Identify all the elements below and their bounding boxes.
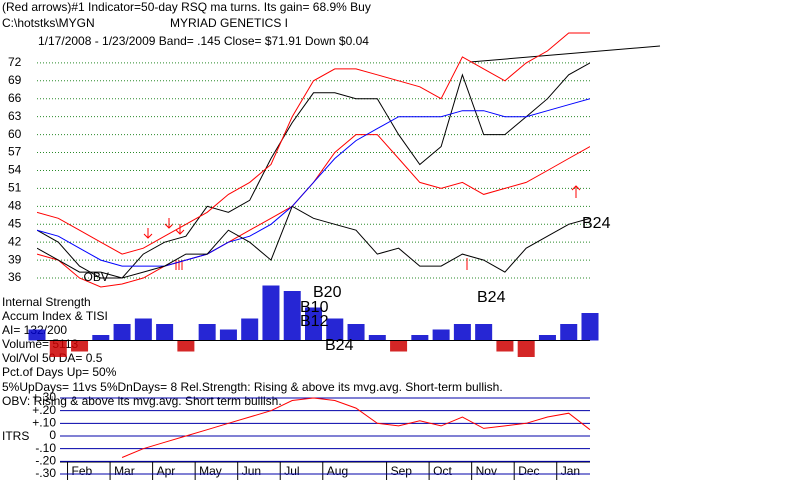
series-line — [37, 32, 590, 255]
bar — [432, 329, 450, 341]
bar — [560, 324, 578, 341]
company-name: MYRIAD GENETICS I — [170, 16, 288, 30]
side-label: Accum Index & TISI — [2, 309, 108, 323]
side-label: ITRS — [2, 429, 29, 443]
y-tick-label: 72 — [8, 55, 22, 69]
x-tick-label: Feb — [72, 464, 93, 478]
y-tick-label: 57 — [8, 145, 22, 159]
y-tick-label: +.20 — [32, 403, 56, 417]
bar — [71, 340, 89, 352]
plot-area — [37, 32, 590, 288]
side-label: 5%UpDays= 11vs 5%DnDays= 8 Rel.Strength:… — [2, 380, 503, 394]
bar — [241, 318, 259, 341]
y-tick-label: 0 — [49, 428, 56, 442]
annotation: B10 — [300, 299, 329, 316]
annotation: B24 — [582, 215, 611, 232]
bar — [581, 313, 599, 341]
bar — [517, 340, 535, 357]
y-tick-label: 63 — [8, 109, 22, 123]
x-tick-label: Jan — [561, 464, 580, 478]
bar — [49, 340, 67, 357]
bar — [92, 335, 110, 341]
side-label: Internal Strength — [2, 295, 91, 309]
x-tick-label: Mar — [114, 464, 135, 478]
bar — [156, 324, 174, 341]
x-tick-label: Nov — [476, 464, 497, 478]
y-tick-label: -.10 — [35, 441, 56, 455]
y-tick-label: -.20 — [35, 454, 56, 468]
x-tick-label: Oct — [433, 464, 452, 478]
y-tick-label: 54 — [8, 163, 22, 177]
y-tick-label: +.10 — [32, 416, 56, 430]
y-tick-label: 60 — [8, 127, 22, 141]
y-tick-label: 66 — [8, 91, 22, 105]
annotation: B12 — [300, 313, 329, 330]
series-line — [37, 62, 590, 279]
annotation: B20 — [313, 284, 342, 301]
file-path: C:\hotstks\MYGN — [2, 16, 95, 30]
bar — [283, 291, 301, 341]
x-tick-label: Sep — [391, 464, 413, 478]
bar — [219, 329, 237, 341]
bar — [304, 307, 323, 341]
x-tick-label: Aug — [327, 464, 348, 478]
red-arrows — [143, 185, 581, 270]
x-tick-label: Jul — [284, 464, 299, 478]
x-tick-label: May — [199, 464, 222, 478]
side-label: Vol/Vol 50 DA= 0.5 — [2, 351, 103, 365]
series-line — [121, 397, 591, 458]
bar — [453, 324, 471, 341]
date-range: 1/17/2008 - 1/23/2009 Band= .145 Close= … — [38, 34, 369, 48]
y-tick-label: -.30 — [35, 466, 56, 480]
header-line: (Red arrows)#1 Indicator=50-day RSQ ma t… — [2, 0, 371, 14]
y-tick-label: 39 — [8, 252, 22, 266]
side-label: Pct.of Days Up= 50% — [2, 365, 117, 379]
bar — [198, 324, 216, 341]
annotation: B24 — [325, 337, 354, 354]
y-tick-label: 42 — [8, 234, 22, 248]
bar — [390, 340, 408, 352]
x-tick-label: Dec — [518, 464, 539, 478]
bar — [113, 324, 131, 341]
bar — [347, 324, 365, 341]
bar — [177, 340, 195, 352]
y-tick-label: 69 — [8, 73, 22, 87]
bar — [134, 318, 152, 341]
bar — [262, 285, 280, 341]
annotation: B24 — [477, 289, 506, 306]
bar — [538, 335, 556, 341]
y-tick-label: 51 — [8, 181, 22, 195]
bar — [411, 335, 429, 341]
y-tick-label: 48 — [8, 198, 22, 212]
y-tick-label: 45 — [8, 216, 22, 230]
bar — [326, 318, 344, 341]
bar — [496, 340, 514, 352]
y-tick-label: 36 — [8, 270, 22, 284]
x-tick-label: Apr — [157, 464, 176, 478]
series-line — [37, 205, 590, 279]
trend-line — [469, 45, 661, 63]
bar — [475, 324, 493, 341]
y-tick-label: +.30 — [32, 390, 56, 404]
bar — [28, 329, 46, 341]
bar — [368, 335, 386, 341]
series-label: OBV — [84, 270, 109, 284]
series-line — [37, 98, 590, 267]
x-tick-label: Jun — [242, 464, 261, 478]
